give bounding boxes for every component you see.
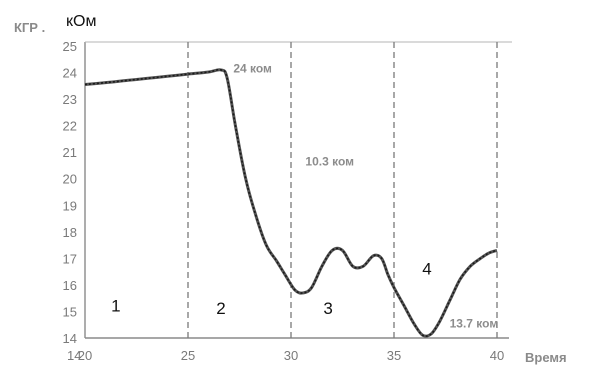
y-tick-label: 19 — [63, 198, 77, 213]
series-layer — [84, 68, 498, 338]
y-tick-label: 23 — [63, 92, 77, 107]
resistance-annotation: 24 ком — [233, 62, 272, 76]
phase-labels: 1 2 3 4 — [111, 259, 432, 318]
y-axis-label: КГР . — [14, 20, 45, 35]
phase-label: 4 — [422, 259, 431, 278]
y-tick-label: 17 — [63, 251, 77, 266]
y-tick-label: 22 — [63, 119, 77, 134]
x-tick-label: 35 — [387, 348, 401, 363]
y-tick-label: 16 — [63, 278, 77, 293]
x-tick-label: 25 — [181, 348, 195, 363]
x-axis-label: Время — [525, 350, 567, 365]
y-tick-labels: 14 15 16 17 18 19 20 21 22 23 24 25 — [63, 39, 77, 346]
y-tick-label: 14 — [63, 331, 77, 346]
y-tick-label: 21 — [63, 145, 77, 160]
phase-label: 2 — [216, 299, 225, 318]
series-line-dots — [84, 68, 498, 337]
x-tick-label: 40 — [490, 348, 504, 363]
y-tick-label: 18 — [63, 225, 77, 240]
phase-label: 3 — [323, 299, 332, 318]
axes — [84, 41, 512, 339]
y-tick-label: 20 — [63, 172, 77, 187]
x-tick-label: 30 — [284, 348, 298, 363]
phase-dividers — [187, 42, 498, 338]
y-tick-label: 25 — [63, 39, 77, 54]
x-origin-label: 14 — [67, 348, 81, 363]
resistance-annotation: 13.7 ком — [450, 316, 499, 330]
x-tick-labels: 20 25 30 35 40 — [78, 348, 504, 363]
y-tick-label: 24 — [63, 66, 77, 81]
resistance-annotation: 10.3 ком — [305, 154, 354, 168]
x-tick-label: 20 — [78, 348, 92, 363]
phase-label: 1 — [111, 296, 120, 315]
annotations: 24 ком 10.3 ком 13.7 ком — [233, 62, 498, 331]
y-tick-label: 15 — [63, 304, 77, 319]
y-axis-unit: кОм — [66, 13, 96, 30]
